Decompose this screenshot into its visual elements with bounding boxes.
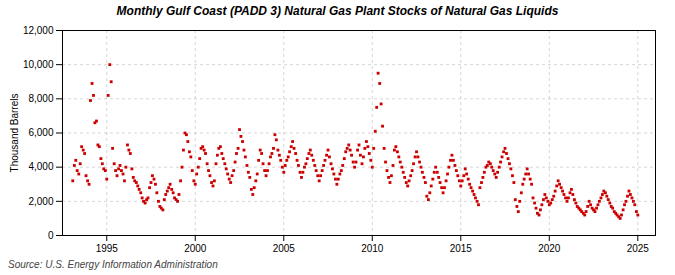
svg-text:2000: 2000 — [184, 243, 207, 254]
svg-text:Thousand Barrels: Thousand Barrels — [9, 94, 20, 173]
svg-text:2005: 2005 — [273, 243, 296, 254]
svg-text:2015: 2015 — [450, 243, 473, 254]
svg-text:1995: 1995 — [96, 243, 119, 254]
svg-text:2025: 2025 — [627, 243, 650, 254]
svg-text:10,000: 10,000 — [23, 59, 54, 70]
svg-text:2020: 2020 — [538, 243, 561, 254]
html-text:Source: U.S. Energy Informatio: Source: U.S. Energy Information Administ… — [8, 259, 218, 270]
svg-text:0: 0 — [48, 230, 54, 241]
svg-text:4,000: 4,000 — [28, 161, 53, 172]
svg-text:2,000: 2,000 — [28, 196, 53, 207]
svg-text:8,000: 8,000 — [28, 93, 53, 104]
svg-text:12,000: 12,000 — [23, 25, 54, 36]
svg-text:6,000: 6,000 — [28, 127, 53, 138]
html-text:Monthly Gulf Coast (PADD 3) Na: Monthly Gulf Coast (PADD 3) Natural Gas … — [116, 4, 559, 18]
svg-text:2010: 2010 — [361, 243, 384, 254]
